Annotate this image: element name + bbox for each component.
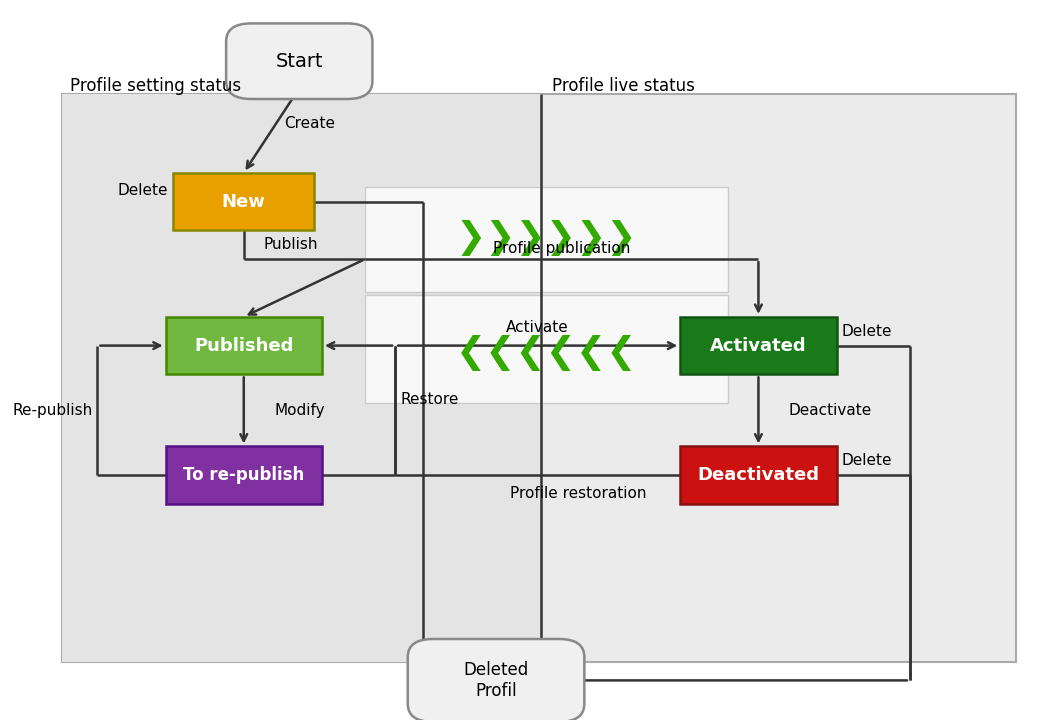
Text: Profile publication: Profile publication bbox=[493, 241, 631, 256]
Text: Deleted
Profil: Deleted Profil bbox=[463, 661, 529, 700]
Text: To re-publish: To re-publish bbox=[183, 467, 304, 484]
FancyBboxPatch shape bbox=[408, 639, 584, 720]
Text: Re-publish: Re-publish bbox=[12, 403, 93, 418]
Text: Modify: Modify bbox=[274, 403, 325, 418]
FancyBboxPatch shape bbox=[364, 187, 728, 292]
Text: Start: Start bbox=[276, 52, 323, 71]
Text: Delete: Delete bbox=[842, 454, 892, 468]
Text: Delete: Delete bbox=[118, 184, 168, 198]
Text: Publish: Publish bbox=[264, 238, 319, 252]
Text: Deactivated: Deactivated bbox=[697, 467, 819, 484]
FancyBboxPatch shape bbox=[680, 317, 837, 374]
FancyBboxPatch shape bbox=[364, 295, 728, 403]
Text: Published: Published bbox=[194, 337, 294, 355]
Text: Delete: Delete bbox=[842, 324, 892, 338]
Text: Restore: Restore bbox=[400, 392, 459, 407]
Text: New: New bbox=[222, 193, 265, 211]
FancyBboxPatch shape bbox=[62, 94, 1016, 662]
Text: Activate: Activate bbox=[506, 320, 569, 335]
Text: Activated: Activated bbox=[710, 337, 807, 355]
Text: ❮❮❮❮❮❮: ❮❮❮❮❮❮ bbox=[456, 335, 637, 371]
Text: Profile live status: Profile live status bbox=[552, 78, 694, 96]
FancyBboxPatch shape bbox=[173, 173, 314, 230]
Text: Profile restoration: Profile restoration bbox=[510, 486, 646, 500]
FancyBboxPatch shape bbox=[226, 24, 373, 99]
Text: Create: Create bbox=[284, 116, 335, 131]
FancyBboxPatch shape bbox=[680, 446, 837, 504]
FancyBboxPatch shape bbox=[166, 317, 322, 374]
FancyBboxPatch shape bbox=[166, 446, 322, 504]
FancyBboxPatch shape bbox=[62, 94, 541, 662]
Text: Profile setting status: Profile setting status bbox=[70, 78, 242, 96]
Text: Deactivate: Deactivate bbox=[789, 403, 872, 418]
Text: ❯❯❯❯❯❯: ❯❯❯❯❯❯ bbox=[456, 220, 637, 256]
